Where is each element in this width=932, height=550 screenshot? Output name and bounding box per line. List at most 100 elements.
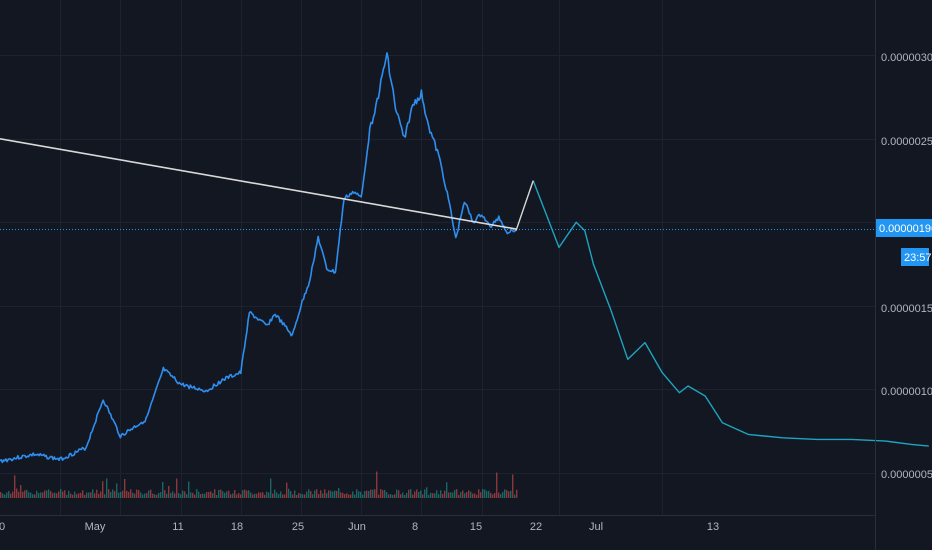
volume-bar	[406, 492, 408, 498]
volume-bar	[214, 489, 216, 498]
volume-bar	[210, 491, 212, 498]
volume-bar	[142, 494, 144, 498]
volume-bar	[190, 492, 192, 498]
volume-bar	[124, 479, 126, 498]
volume-bar	[266, 491, 268, 498]
volume-bar	[212, 493, 214, 498]
volume-bar	[344, 494, 346, 498]
series-projection-connector	[515, 180, 534, 231]
volume-bar	[388, 494, 390, 498]
volume-bar	[36, 490, 38, 498]
volume-bar	[464, 493, 466, 498]
volume-bar	[88, 492, 90, 498]
countdown-tag-bg	[901, 248, 929, 266]
volume-bar	[268, 492, 270, 498]
volume-bar	[350, 494, 352, 498]
volume-bar	[138, 490, 140, 498]
volume-bar	[52, 493, 54, 498]
volume-bar	[478, 489, 480, 498]
volume-bar	[76, 494, 78, 498]
volume-bar	[402, 492, 404, 498]
time-label: 0	[0, 521, 5, 533]
volume-bar	[114, 491, 116, 498]
volume-bar	[414, 491, 416, 498]
volume-bar	[306, 491, 308, 498]
volume-bars	[0, 471, 518, 498]
volume-bar	[78, 493, 80, 498]
volume-bar	[248, 490, 250, 498]
time-axis[interactable]: 0 May 11 18 25 Jun 8 15 22 Jul 13	[0, 521, 719, 533]
volume-bar	[280, 491, 282, 498]
volume-bar	[122, 490, 124, 498]
volume-bar	[502, 491, 504, 498]
volume-bar	[50, 491, 52, 498]
volume-bar	[286, 482, 288, 498]
volume-bar	[144, 493, 146, 498]
countdown-tag: 23:57	[901, 248, 932, 266]
volume-bar	[390, 494, 392, 498]
volume-bar	[392, 494, 394, 498]
volume-bar	[278, 493, 280, 498]
volume-bar	[342, 492, 344, 498]
volume-bar	[368, 491, 370, 498]
volume-bar	[30, 492, 32, 498]
volume-bar	[128, 491, 130, 498]
volume-bar	[44, 490, 46, 498]
volume-bar	[506, 490, 508, 498]
volume-bar	[160, 492, 162, 498]
volume-bar	[432, 493, 434, 498]
volume-bar	[488, 490, 490, 498]
volume-bar	[202, 493, 204, 498]
volume-bar	[8, 491, 10, 498]
volume-bar	[92, 489, 94, 498]
volume-bar	[256, 493, 258, 498]
volume-bar	[310, 491, 312, 498]
volume-bar	[28, 492, 30, 498]
volume-bar	[4, 494, 6, 498]
countdown-value: 23:57	[904, 252, 932, 264]
time-label: 13	[707, 521, 719, 533]
volume-bar	[394, 494, 396, 498]
volume-bar	[24, 490, 26, 498]
volume-bar	[136, 489, 138, 498]
volume-bar	[472, 493, 474, 498]
volume-bar	[164, 490, 166, 498]
volume-bar	[208, 492, 210, 498]
volume-bar	[110, 492, 112, 498]
volume-bar	[146, 493, 148, 498]
volume-bar	[180, 494, 182, 498]
volume-bar	[304, 494, 306, 498]
volume-bar	[352, 491, 354, 498]
time-label: 11	[172, 521, 183, 533]
volume-bar	[412, 494, 414, 498]
volume-bar	[158, 492, 160, 498]
volume-bar	[382, 490, 384, 498]
volume-bar	[326, 493, 328, 498]
volume-bar	[60, 489, 62, 498]
volume-bar	[312, 494, 314, 498]
time-label: 15	[470, 521, 482, 533]
volume-bar	[22, 491, 24, 498]
volume-bar	[380, 489, 382, 498]
volume-bar	[26, 489, 28, 498]
volume-bar	[56, 493, 58, 498]
volume-bar	[378, 494, 380, 498]
volume-bar	[162, 482, 164, 498]
volume-bar	[426, 487, 428, 498]
volume-bar	[192, 492, 194, 498]
volume-bar	[166, 493, 168, 498]
volume-bar	[484, 489, 486, 498]
volume-bar	[232, 493, 234, 498]
volume-bar	[116, 483, 118, 498]
volume-bar	[376, 471, 378, 498]
volume-bar	[182, 490, 184, 498]
volume-bar	[126, 490, 128, 498]
volume-bar	[272, 493, 274, 498]
volume-bar	[82, 490, 84, 498]
volume-bar	[80, 492, 82, 498]
volume-bar	[112, 489, 114, 498]
volume-bar	[14, 475, 16, 498]
